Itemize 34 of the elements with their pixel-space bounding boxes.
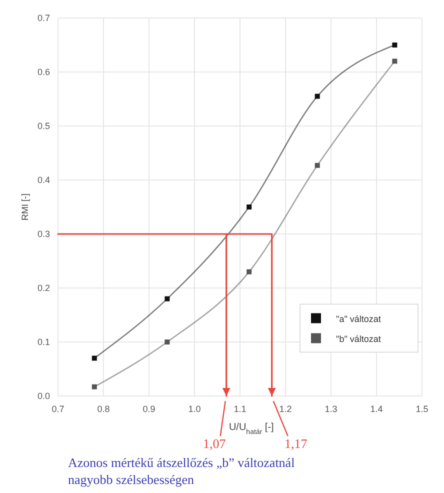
x-tick-label: 1.5: [416, 404, 428, 414]
y-tick-label: 0.0: [37, 391, 50, 401]
x-tick-label: 1.3: [324, 404, 338, 414]
point: [392, 42, 398, 48]
annotation: 1,07: [202, 436, 226, 451]
point: [314, 94, 320, 99]
point: [246, 204, 252, 210]
x-tick-label: 1.0: [188, 404, 201, 414]
legend-label: "a" változat: [336, 314, 382, 324]
x-tick-label: 0.7: [52, 404, 64, 414]
y-tick-label: 0.5: [37, 121, 50, 131]
x-tick-label: 0.8: [97, 404, 110, 414]
y-tick-label: 0.2: [37, 283, 50, 293]
point: [92, 356, 97, 361]
legend-label: "b" változat: [336, 334, 382, 344]
point: [164, 296, 170, 302]
x-tick-label: 1.1: [234, 404, 246, 414]
x-axis-title: U/U$_{határ}$ [-]: [228, 422, 274, 436]
y-tick-label: 0.6: [37, 67, 50, 77]
point: [164, 340, 170, 344]
point: [246, 269, 252, 274]
annotation: 1,17: [284, 436, 308, 451]
y-tick-label: 0.7: [37, 13, 50, 23]
x-tick-label: 1.4: [370, 404, 383, 414]
x-tick-label: 0.9: [142, 404, 156, 414]
y-tick-label: 0.1: [37, 337, 50, 347]
y-tick-label: 0.4: [37, 175, 50, 185]
point: [314, 162, 320, 168]
y-axis-title: RMI [-]: [20, 194, 30, 220]
point: [392, 58, 398, 64]
x-tick-label: 1.2: [279, 404, 292, 414]
point: [92, 384, 97, 390]
text: Azonos mértékű átszellőzés „b” változatnál nagyobb szélsebességen: [68, 455, 296, 487]
y-tick-label: 0.3: [37, 229, 50, 239]
